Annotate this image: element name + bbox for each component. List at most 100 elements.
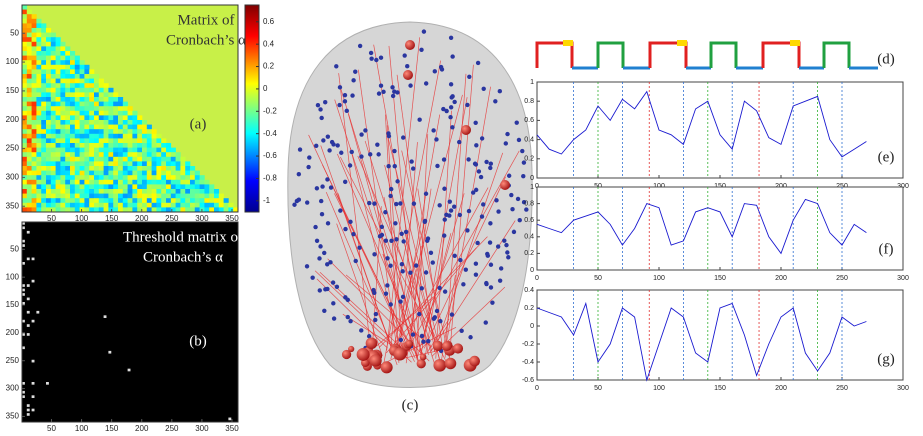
matrix-cell [142, 184, 148, 190]
brain-node [473, 261, 479, 266]
matrix-cell [31, 129, 37, 135]
matrix-cell [74, 189, 80, 194]
brain-node [399, 231, 404, 236]
matrix-cell [26, 37, 32, 43]
matrix-cell [50, 166, 56, 171]
matrix-cell [74, 115, 80, 121]
brain-node [318, 198, 324, 204]
matrix-cell [41, 41, 47, 47]
matrix-cell [22, 222, 25, 225]
matrix-cell [36, 18, 42, 24]
brain-node [467, 74, 472, 80]
matrix-cell [122, 152, 128, 158]
matrix-cell [185, 161, 191, 167]
brain-node [457, 139, 462, 145]
matrix-cell [41, 106, 47, 112]
matrix-cell [113, 161, 119, 167]
brain-edge [401, 150, 450, 359]
matrix-cell [46, 74, 52, 79]
matrix-cell [142, 179, 148, 185]
matrix-cell [26, 193, 32, 199]
matrix-cell [122, 175, 128, 181]
matrix-cell [108, 179, 114, 185]
brain-node [325, 221, 331, 226]
matrix-cell [55, 166, 61, 171]
matrix-cell [89, 147, 95, 153]
matrix-cell [26, 74, 32, 79]
matrix-cell [98, 87, 104, 93]
matrix-cell [180, 184, 186, 190]
brain-node [394, 201, 399, 207]
matrix-cell [31, 83, 37, 89]
matrix-title: Threshold matrix of [123, 229, 243, 245]
brain-node [385, 256, 390, 261]
matrix-cell [84, 147, 90, 153]
matrix-cell [175, 189, 181, 194]
brain-node [383, 238, 389, 243]
brain-node [410, 332, 416, 337]
matrix-cell [74, 87, 80, 93]
matrix-cell [132, 170, 138, 176]
matrix-cell [46, 55, 52, 61]
matrix-cell [103, 87, 109, 93]
matrix-cell [22, 262, 25, 265]
brain-node [359, 328, 364, 333]
matrix-cell [60, 156, 66, 162]
brain-node [400, 269, 405, 274]
matrix-cell [190, 193, 196, 199]
matrix-cell [31, 51, 37, 56]
matrix-cell [84, 175, 90, 181]
matrix-cell [214, 198, 220, 204]
brain-node [434, 137, 439, 142]
matrix-cell [146, 138, 152, 144]
matrix-cell [36, 198, 42, 204]
matrix-cell [137, 156, 143, 162]
matrix-cells [22, 5, 239, 213]
brain-node [478, 174, 484, 180]
matrix-cell [89, 138, 95, 144]
matrix-cell [60, 129, 66, 135]
matrix-cell [26, 41, 32, 47]
matrix-cell [79, 106, 85, 112]
matrix-cell [142, 170, 148, 176]
matrix-cell [146, 189, 152, 194]
matrix-cell [166, 179, 172, 185]
matrix-cell [127, 170, 133, 176]
y-tick-label: -0.4 [522, 359, 534, 366]
matrix-cell [146, 129, 152, 135]
x-tick-label: 100 [75, 424, 89, 433]
matrix-cell [22, 74, 28, 79]
brain-node [323, 100, 328, 105]
brain-node [475, 240, 480, 246]
matrix-cell [22, 179, 28, 185]
matrix-cell [98, 156, 104, 162]
matrix-cell [70, 193, 76, 199]
y-tick-label: 1 [530, 79, 534, 86]
matrix-cell [50, 161, 56, 167]
matrix-cell [55, 74, 61, 79]
brain-node [475, 60, 481, 66]
matrix-cell [70, 120, 76, 125]
matrix-cell [55, 189, 61, 194]
matrix-cell [26, 64, 32, 70]
matrix-cell [98, 189, 104, 194]
matrix-cell [156, 161, 162, 167]
brain-node [506, 255, 511, 260]
brain-node [466, 157, 471, 162]
matrix-cell [146, 175, 152, 181]
matrix-cell [132, 120, 138, 125]
brain-edge [339, 86, 424, 359]
y-tick-label: 0.2 [524, 156, 534, 163]
brain-node [388, 193, 393, 199]
matrix-cell [113, 166, 119, 171]
brain-node [317, 288, 322, 293]
matrix-cell [175, 193, 181, 199]
matrix-cell [127, 110, 133, 116]
matrix-cell [22, 14, 28, 20]
matrix-cell [55, 147, 61, 153]
matrix-cell [46, 51, 52, 56]
matrix-cell [26, 207, 32, 213]
matrix-cell [89, 184, 95, 190]
matrix-cell [41, 46, 47, 52]
matrix-cell [103, 120, 109, 125]
